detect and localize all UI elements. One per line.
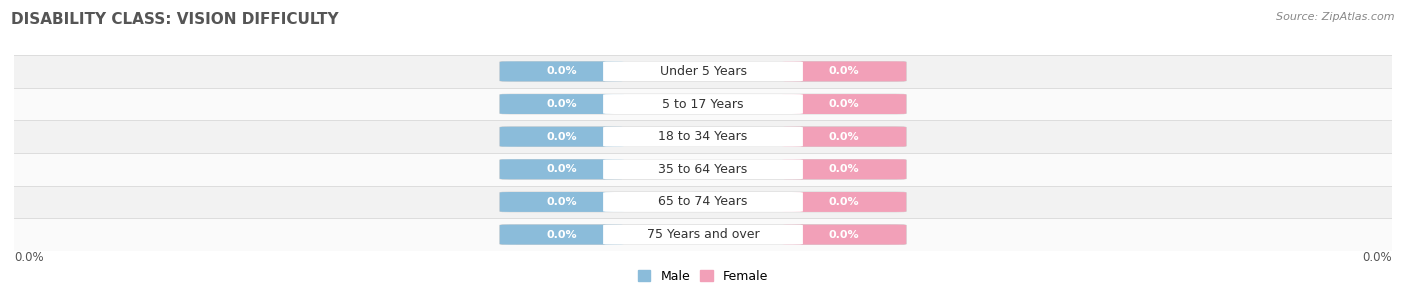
FancyBboxPatch shape [603, 225, 803, 244]
FancyBboxPatch shape [889, 225, 903, 244]
Text: 0.0%: 0.0% [547, 230, 576, 240]
FancyBboxPatch shape [499, 62, 907, 81]
FancyBboxPatch shape [782, 62, 907, 81]
FancyBboxPatch shape [503, 94, 517, 114]
FancyBboxPatch shape [499, 159, 907, 179]
FancyBboxPatch shape [499, 127, 624, 147]
FancyBboxPatch shape [889, 159, 903, 179]
FancyBboxPatch shape [603, 192, 803, 212]
FancyBboxPatch shape [499, 62, 624, 81]
Text: 0.0%: 0.0% [547, 197, 576, 207]
FancyBboxPatch shape [499, 225, 624, 244]
Bar [14, 88, 1392, 120]
FancyBboxPatch shape [782, 225, 907, 244]
Text: 5 to 17 Years: 5 to 17 Years [662, 98, 744, 110]
Text: 0.0%: 0.0% [830, 164, 859, 174]
FancyBboxPatch shape [503, 62, 517, 81]
FancyBboxPatch shape [503, 127, 517, 147]
FancyBboxPatch shape [503, 159, 517, 179]
Text: Source: ZipAtlas.com: Source: ZipAtlas.com [1277, 12, 1395, 22]
FancyBboxPatch shape [499, 94, 907, 114]
Bar [14, 120, 1392, 153]
FancyBboxPatch shape [782, 192, 907, 212]
Text: Under 5 Years: Under 5 Years [659, 65, 747, 78]
FancyBboxPatch shape [499, 192, 907, 212]
FancyBboxPatch shape [889, 62, 903, 81]
Legend: Male, Female: Male, Female [633, 265, 773, 288]
Text: 35 to 64 Years: 35 to 64 Years [658, 163, 748, 176]
FancyBboxPatch shape [603, 159, 803, 179]
FancyBboxPatch shape [499, 225, 907, 244]
Text: 65 to 74 Years: 65 to 74 Years [658, 196, 748, 208]
FancyBboxPatch shape [889, 192, 903, 212]
FancyBboxPatch shape [782, 94, 907, 114]
Text: 0.0%: 0.0% [830, 197, 859, 207]
Text: 0.0%: 0.0% [830, 230, 859, 240]
Bar [14, 153, 1392, 186]
FancyBboxPatch shape [499, 94, 624, 114]
Text: 0.0%: 0.0% [830, 132, 859, 142]
Text: 0.0%: 0.0% [1362, 251, 1392, 264]
FancyBboxPatch shape [499, 127, 907, 147]
FancyBboxPatch shape [603, 62, 803, 81]
FancyBboxPatch shape [503, 192, 517, 212]
FancyBboxPatch shape [503, 225, 517, 244]
FancyBboxPatch shape [782, 159, 907, 179]
Text: 0.0%: 0.0% [547, 99, 576, 109]
Bar [14, 186, 1392, 218]
FancyBboxPatch shape [889, 94, 903, 114]
Bar [14, 55, 1392, 88]
Text: 0.0%: 0.0% [14, 251, 44, 264]
FancyBboxPatch shape [499, 159, 624, 179]
FancyBboxPatch shape [603, 127, 803, 147]
Text: 75 Years and over: 75 Years and over [647, 228, 759, 241]
FancyBboxPatch shape [889, 127, 903, 147]
Text: 0.0%: 0.0% [830, 66, 859, 76]
Text: DISABILITY CLASS: VISION DIFFICULTY: DISABILITY CLASS: VISION DIFFICULTY [11, 12, 339, 27]
Text: 0.0%: 0.0% [547, 132, 576, 142]
FancyBboxPatch shape [782, 127, 907, 147]
Text: 18 to 34 Years: 18 to 34 Years [658, 130, 748, 143]
Text: 0.0%: 0.0% [830, 99, 859, 109]
Text: 0.0%: 0.0% [547, 164, 576, 174]
Bar [14, 218, 1392, 251]
Text: 0.0%: 0.0% [547, 66, 576, 76]
FancyBboxPatch shape [603, 94, 803, 114]
FancyBboxPatch shape [499, 192, 624, 212]
